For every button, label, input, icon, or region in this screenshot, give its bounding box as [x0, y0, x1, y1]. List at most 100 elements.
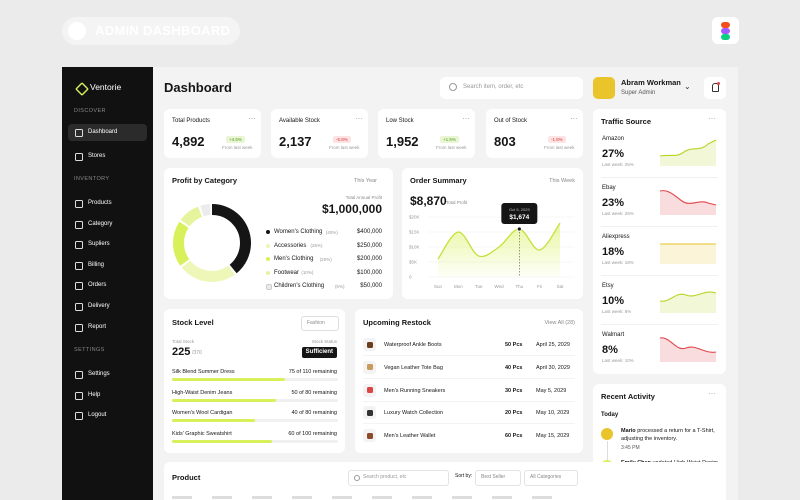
product-icon	[366, 364, 373, 371]
nav-label: Help	[88, 392, 101, 398]
stat-label: Total Products	[172, 118, 211, 124]
line-chart: 0 $5K $10K $15K $20K Sun Mon Tue Wed Thu Fri Sat Oct…	[409, 203, 574, 289]
nav-item[interactable]: Orders	[68, 277, 147, 294]
stat-change: -5.8%	[333, 136, 351, 144]
activity-user: Mario	[621, 428, 636, 434]
sparkline	[659, 190, 717, 215]
section-title: SETTINGS	[74, 347, 105, 353]
item-name: High-Waist Denim Jeans	[172, 389, 233, 396]
highlight-point	[516, 226, 522, 232]
nav-item[interactable]: Supliers	[68, 236, 147, 253]
sort-select[interactable]: Best Seller	[475, 470, 521, 486]
nav-item[interactable]: Settings	[68, 366, 147, 383]
total-value: $1,000,000	[321, 202, 382, 216]
day-label: Today	[601, 412, 619, 418]
page-title: Dashboard	[164, 80, 232, 95]
y-tick-label: $10K	[409, 245, 420, 250]
item-name: Women's Wool Cardigan	[172, 410, 233, 417]
source-note: Last week: 18%	[602, 260, 634, 265]
view-all[interactable]: View All (28)	[544, 320, 575, 326]
nav-item[interactable]: Help	[68, 387, 147, 404]
nav-icon	[75, 153, 83, 161]
stat-value: 2,137	[279, 134, 312, 149]
product-search[interactable]: Search product, etc	[348, 470, 449, 486]
y-tick-label: $15K	[409, 230, 420, 235]
nav-item[interactable]: Dashboard	[68, 124, 147, 141]
item-remaining: 60 of 100 remaining	[288, 431, 337, 438]
user-menu[interactable]: ⌄	[684, 82, 691, 91]
nav-item[interactable]: Products	[68, 195, 147, 212]
sparkline-line	[659, 139, 717, 157]
legend-share: (25%)	[310, 243, 323, 248]
nav-icon	[75, 392, 83, 400]
sparkline	[659, 291, 717, 313]
nav-label: Supliers	[88, 241, 110, 247]
more-button[interactable]: ···	[708, 114, 716, 123]
product-icon	[366, 409, 373, 416]
brand-name: Ventorie	[90, 82, 122, 92]
source-value: 27%	[602, 148, 625, 160]
nav-label: Billing	[88, 262, 105, 268]
source-note: Last week: 25%	[602, 162, 634, 167]
line-series	[437, 222, 561, 260]
nav-label: Orders	[88, 282, 107, 288]
x-tick-label: Sun	[434, 284, 443, 289]
nav-item[interactable]: Report	[68, 319, 147, 336]
section-title: DISCOVER	[74, 108, 106, 114]
nav-item[interactable]: Billing	[68, 257, 147, 274]
period-select[interactable]: This Year	[354, 178, 377, 184]
legend-dot	[266, 270, 270, 275]
donut-segment	[173, 204, 251, 282]
more-button[interactable]: ···	[462, 114, 470, 123]
activity-avatar	[601, 428, 613, 440]
nav-label: Settings	[88, 371, 110, 377]
stat-label: Out of Stock	[494, 118, 528, 124]
restock-name: Men's Running Sneakers	[384, 387, 446, 394]
filter-select[interactable]: Fashion	[301, 316, 339, 331]
legend-name: Footwear	[274, 269, 300, 276]
x-tick-label: Mon	[454, 284, 463, 289]
more-button[interactable]: ···	[708, 389, 716, 398]
nav-item[interactable]: Delivery	[68, 298, 147, 315]
nav-label: Report	[88, 324, 107, 330]
more-button[interactable]: ···	[355, 114, 363, 123]
legend-name: Women's Clothing	[274, 229, 323, 235]
stat-card	[378, 109, 475, 158]
brand-logo	[75, 82, 89, 96]
notifications[interactable]	[704, 77, 726, 99]
search-icon	[354, 475, 360, 481]
nav-icon	[75, 221, 83, 229]
restock-date: May 5, 2029	[536, 387, 567, 394]
nav-icon	[75, 324, 83, 332]
stat-change: +4.5%	[226, 136, 245, 144]
restock-qty: 50 Pcs	[505, 342, 523, 348]
legend-name: Children's Clothing	[274, 283, 325, 289]
x-tick-label: Tue	[475, 284, 483, 289]
sparkline	[660, 243, 716, 264]
figma-shape	[721, 34, 730, 40]
nav-item[interactable]: Category	[68, 216, 147, 233]
sparkline-area	[660, 140, 716, 166]
divider	[601, 324, 718, 325]
sparkline	[659, 139, 717, 166]
legend-share: (5%)	[334, 283, 345, 289]
stat-change: +1.5%	[440, 136, 459, 144]
source-note: Last week: 8%	[602, 309, 632, 314]
nav-item[interactable]: Stores	[68, 148, 147, 165]
stock-track	[172, 419, 338, 423]
nav-label: Logout	[88, 412, 107, 418]
legend-amount: $100,000	[356, 269, 382, 276]
period-select[interactable]: This Week	[549, 178, 575, 184]
tooltip-value: $1,674	[509, 214, 529, 221]
filter-label: Fashion	[307, 319, 325, 326]
nav-label: Delivery	[88, 303, 110, 309]
y-tick-label: 0	[409, 275, 412, 280]
item-remaining: 50 of 80 remaining	[291, 389, 337, 396]
more-button[interactable]: ···	[570, 114, 578, 123]
more-button[interactable]: ···	[248, 114, 256, 123]
y-tick-label: $20K	[409, 215, 420, 220]
source-value: 23%	[602, 197, 625, 209]
category-select[interactable]: All Categories	[524, 470, 578, 486]
nav-item[interactable]: Logout	[68, 407, 147, 424]
search-box[interactable]: Search item, order, etc	[440, 77, 583, 99]
